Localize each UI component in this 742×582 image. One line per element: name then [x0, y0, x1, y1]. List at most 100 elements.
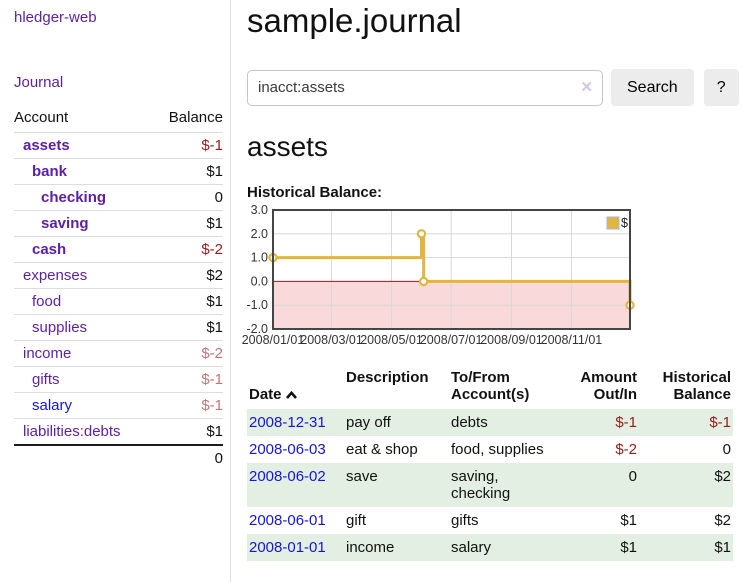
y-axis-tick-label: -1.0 [246, 298, 268, 312]
transaction-balance: $2 [714, 512, 731, 529]
legend-swatch [606, 216, 620, 230]
transaction-description: income [346, 539, 395, 556]
balance-column-header: Balance [168, 109, 223, 126]
register-table: Date Description To/From Account(s) Amou… [247, 365, 733, 561]
column-header-amount: Amount Out/In [580, 369, 637, 403]
column-header-date[interactable]: Date [247, 365, 344, 409]
accounts-total-row: 0 [14, 444, 223, 471]
account-link[interactable]: assets [23, 137, 70, 154]
account-link[interactable]: saving [41, 215, 89, 232]
account-column-header: Account [14, 109, 69, 126]
transaction-amount: $1 [620, 539, 637, 556]
account-row: gifts $-1 [14, 366, 223, 393]
column-header-account: To/From Account(s) [451, 369, 530, 403]
account-link[interactable]: checking [41, 189, 107, 206]
x-axis-tick-label: 2008/11/01 [541, 333, 603, 347]
account-balance: $1 [152, 288, 223, 315]
transaction-row: 2008-01-01 income salary $1 $1 [247, 534, 733, 561]
column-header-balance: Historical Balance [662, 369, 731, 403]
clear-search-icon[interactable]: ✕ [580, 78, 593, 96]
account-row: salary $-1 [14, 392, 223, 419]
x-axis-tick-label: 2008/05/01 [360, 333, 423, 347]
account-row: supplies $1 [14, 314, 223, 341]
transaction-row: 2008-06-01 gift gifts $1 $2 [247, 507, 733, 534]
transaction-amount: $1 [620, 512, 637, 529]
transaction-date-link[interactable]: 2008-12-31 [249, 414, 326, 431]
register-table-body: 2008-12-31 pay off debts $-1 $-1 2008-06-03 ea… [247, 409, 733, 561]
total-spacer [14, 444, 153, 471]
account-row: liabilities:debts $1 [14, 418, 223, 445]
plot-border [272, 209, 631, 330]
transaction-date-link[interactable]: 2008-06-02 [249, 468, 326, 485]
x-axis-tick-label: 2008/09/01 [480, 333, 543, 347]
transaction-balance: $1 [714, 539, 731, 556]
account-row: checking 0 [14, 184, 223, 211]
x-axis-tick-label: 2008/07/01 [420, 333, 483, 347]
transaction-date-link[interactable]: 2008-01-01 [249, 539, 326, 556]
transaction-amount: $-2 [615, 441, 637, 458]
account-row: saving $1 [14, 210, 223, 237]
y-axis-tick-label: 3.0 [251, 203, 268, 217]
data-point-marker [416, 229, 427, 239]
y-axis-tick-label: 1.0 [251, 251, 268, 265]
account-link[interactable]: bank [32, 163, 68, 180]
transaction-date-link[interactable]: 2008-06-03 [249, 441, 326, 458]
account-row: cash $-2 [14, 236, 223, 263]
main-content: sample.journal ✕ Search ? assets Histori… [231, 0, 742, 582]
account-balance: $-2 [152, 236, 223, 263]
help-button[interactable]: ? [703, 69, 739, 106]
account-link[interactable]: cash [32, 241, 67, 258]
transaction-description: save [346, 468, 378, 485]
chart-label: Historical Balance: [247, 184, 383, 201]
page-title: sample.journal [247, 2, 462, 39]
transaction-balance: $2 [714, 468, 731, 485]
search-button[interactable]: Search [611, 69, 694, 106]
account-row: food $1 [14, 288, 223, 315]
transaction-account: gifts [451, 512, 479, 529]
account-link[interactable]: expenses [23, 267, 88, 284]
transaction-balance: 0 [722, 441, 731, 458]
transaction-row: 2008-06-03 eat & shop food, supplies $-2 0 [247, 436, 733, 463]
account-balance: $2 [152, 262, 223, 289]
transaction-description: pay off [346, 414, 391, 431]
sidebar: hledger-web Journal Account Balance asse… [0, 0, 231, 582]
accounts-table: Account Balance assets $-1 bank $1 checking 0… [14, 107, 223, 471]
account-link[interactable]: supplies [32, 319, 88, 336]
transaction-description: gift [346, 512, 367, 529]
account-link[interactable]: gifts [32, 371, 60, 388]
account-link[interactable]: liabilities:debts [23, 423, 121, 440]
transaction-row: 2008-12-31 pay off debts $-1 $-1 [247, 409, 733, 436]
account-balance: $1 [152, 158, 223, 185]
transaction-description: eat & shop [346, 441, 418, 458]
legend-label: $ [621, 216, 628, 230]
account-row: assets $-1 [14, 132, 223, 159]
brand-link[interactable]: hledger-web [14, 9, 97, 26]
account-balance: $1 [152, 314, 223, 341]
x-axis-tick-label: 2008/03/01 [300, 333, 363, 347]
historical-balance-chart: $3.0 2.0 1.0 0.0 -1.0 -2.02008/01/012008/03/0… [242, 203, 635, 347]
search-form: ✕ Search ? [247, 69, 742, 106]
transaction-amount: 0 [628, 468, 637, 485]
transaction-account: debts [451, 414, 488, 431]
account-link[interactable]: salary [32, 397, 73, 414]
transaction-date-link[interactable]: 2008-06-01 [249, 512, 326, 529]
sidebar-item-journal[interactable]: Journal [14, 74, 64, 91]
y-axis-tick-label: 2.0 [251, 227, 268, 241]
date-header-label: Date [249, 386, 282, 403]
transaction-account: salary [451, 539, 492, 556]
transaction-account: saving, checking [451, 468, 511, 502]
accounts-header-row: Account Balance [14, 107, 223, 133]
account-balance: $-1 [152, 366, 223, 393]
sort-ascending-icon [285, 390, 297, 399]
account-link[interactable]: income [23, 345, 72, 362]
column-header-description: Description [346, 369, 429, 386]
account-link[interactable]: food [32, 293, 62, 310]
transaction-amount: $-1 [615, 414, 637, 431]
x-axis-tick-label: 2008/01/01 [242, 333, 305, 347]
data-point-marker [418, 276, 429, 287]
account-row: income $-2 [14, 340, 223, 367]
search-input[interactable] [247, 69, 603, 106]
account-balance: $1 [152, 418, 223, 445]
account-balance: $-1 [152, 392, 223, 419]
